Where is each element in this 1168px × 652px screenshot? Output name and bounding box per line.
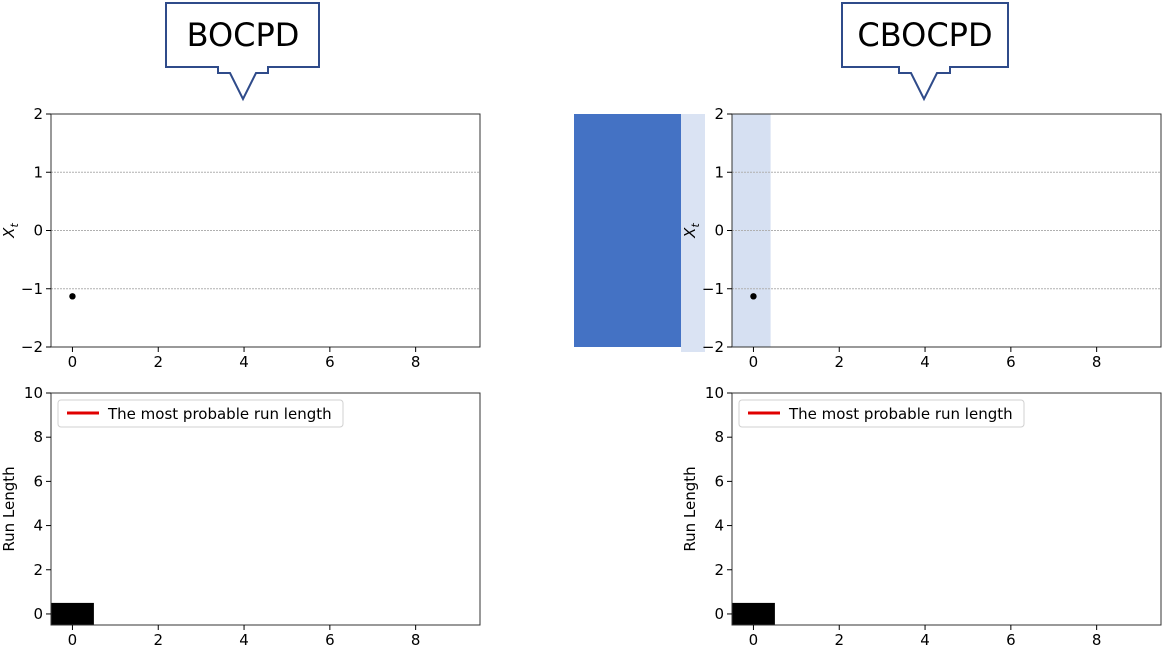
- callout-bocpd-shape: [165, 2, 320, 102]
- y-tick-label: −1: [702, 280, 724, 298]
- legend-label: The most probable run length: [107, 405, 332, 423]
- y-tick-label: 10: [705, 384, 724, 402]
- x-tick-label: 4: [239, 353, 249, 371]
- y-tick-label: −1: [21, 280, 43, 298]
- overlay-dark-block: [574, 114, 681, 347]
- y-axis-label: Xt: [0, 223, 21, 239]
- x-tick-label: 6: [1006, 353, 1016, 371]
- callout-cbocpd-label: CBOCPD: [857, 16, 992, 54]
- callout-bocpd: BOCPD: [165, 2, 320, 102]
- heatmap-cell: [51, 602, 94, 625]
- x-tick-label: 8: [411, 631, 421, 649]
- y-tick-label: −2: [21, 338, 43, 356]
- axes-frame: [731, 392, 1162, 626]
- callout-cbocpd: CBOCPD: [841, 2, 1009, 102]
- overlay-light-strip: [681, 114, 705, 352]
- legend-label: The most probable run length: [788, 405, 1013, 423]
- y-tick-label: 4: [714, 517, 724, 535]
- y-tick-label: 0: [714, 605, 724, 623]
- x-tick-label: 0: [68, 353, 78, 371]
- y-axis-label: Run Length: [681, 466, 699, 551]
- y-tick-label: 2: [714, 105, 724, 123]
- x-tick-label: 0: [68, 631, 78, 649]
- data-point: [750, 293, 757, 300]
- y-tick-label: 6: [714, 472, 724, 490]
- chart-cbocpd-top: 0 2 4 6 8 −2 −1 0 1 2 Xt: [681, 105, 1162, 371]
- heatmap-cell: [732, 602, 775, 625]
- callout-bocpd-label: BOCPD: [187, 16, 300, 54]
- y-axis-label: Xt: [681, 223, 702, 239]
- x-tick-label: 8: [1092, 353, 1102, 371]
- axes-frame: [50, 392, 481, 626]
- y-tick-label: 2: [33, 105, 43, 123]
- x-tick-label: 2: [153, 353, 163, 371]
- y-tick-label: 1: [33, 163, 43, 181]
- y-tick-label: 2: [33, 561, 43, 579]
- y-tick-label: 4: [33, 517, 43, 535]
- legend-box: [738, 399, 1025, 428]
- x-tick-label: 4: [920, 631, 930, 649]
- x-tick-label: 0: [749, 353, 759, 371]
- chart-cbocpd-bottom: 0 2 4 6 8 0 2 4 6 8 10 Run Length The most probable …: [681, 384, 1162, 649]
- data-point: [69, 293, 76, 300]
- y-tick-label: 0: [33, 605, 43, 623]
- y-tick-label: 1: [714, 163, 724, 181]
- y-tick-label: 0: [33, 222, 43, 240]
- y-tick-label: 8: [714, 428, 724, 446]
- y-tick-label: 10: [24, 384, 43, 402]
- x-tick-label: 6: [325, 631, 335, 649]
- x-tick-label: 8: [1092, 631, 1102, 649]
- y-tick-label: 8: [33, 428, 43, 446]
- x-tick-label: 0: [749, 631, 759, 649]
- y-axis-label: Run Length: [0, 466, 18, 551]
- legend-box: [57, 399, 344, 428]
- x-tick-label: 8: [411, 353, 421, 371]
- y-tick-label: 6: [33, 472, 43, 490]
- x-tick-label: 6: [325, 353, 335, 371]
- x-tick-label: 4: [239, 631, 249, 649]
- overlay-panel: [574, 114, 705, 352]
- chart-bocpd-bottom: 0 2 4 6 8 0 2 4 6 8 10 Run Length The most probable …: [0, 384, 481, 649]
- callout-cbocpd-shape: [841, 2, 1009, 102]
- x-tick-label: 2: [834, 353, 844, 371]
- x-tick-label: 2: [153, 631, 163, 649]
- y-tick-label: 2: [714, 561, 724, 579]
- x-tick-label: 6: [1006, 631, 1016, 649]
- chart-bocpd-top: 0 2 4 6 8 −2 −1 0 1 2 Xt: [0, 105, 481, 371]
- x-tick-label: 4: [920, 353, 930, 371]
- x-tick-label: 2: [834, 631, 844, 649]
- y-tick-label: 0: [714, 222, 724, 240]
- y-tick-label: −2: [702, 338, 724, 356]
